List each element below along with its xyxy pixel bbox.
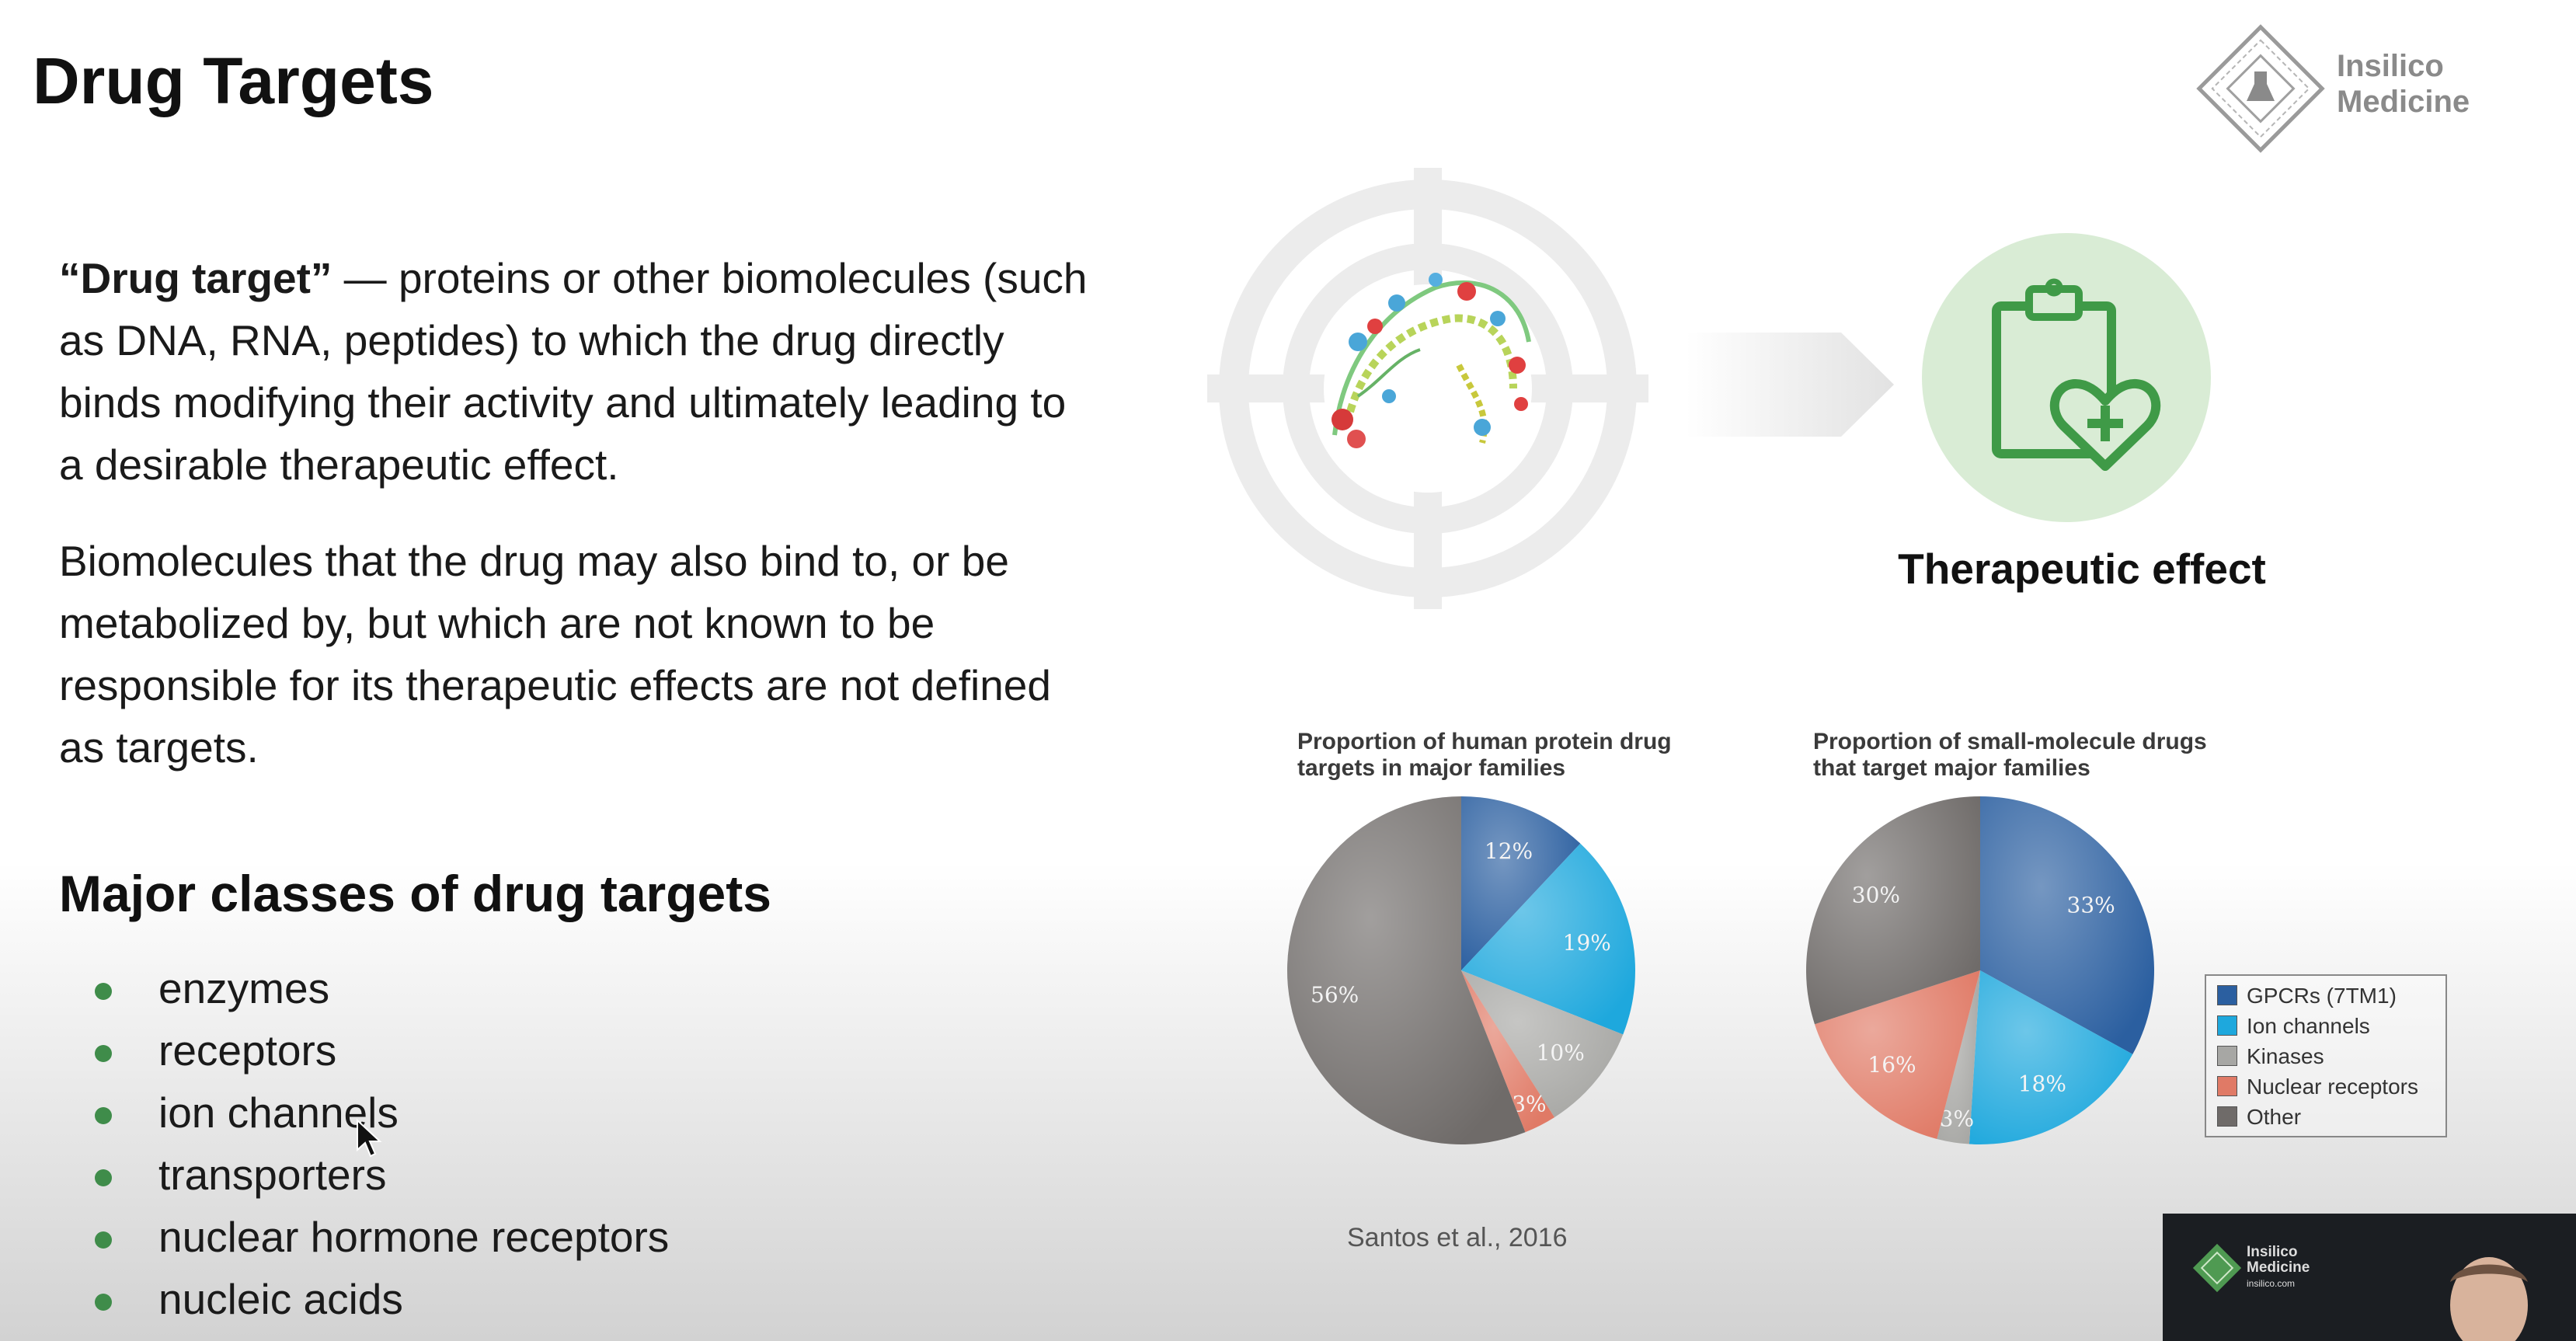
list-item-label: nucleic acids [158, 1275, 403, 1323]
presenter-video-thumbnail[interactable]: Insilico Medicine insilico.com [2163, 1214, 2576, 1341]
chart-title: Proportion of small-molecule drugs that … [1813, 729, 2207, 781]
presenter-avatar [2450, 1257, 2528, 1341]
definition-term: “Drug target” [59, 254, 332, 302]
definition-paragraph: “Drug target” — proteins or other biomol… [59, 247, 1092, 496]
slice-kinases-shading [1461, 970, 1624, 1118]
slice-label: 18% [2018, 1071, 2066, 1096]
slice-label: 33% [2067, 893, 2115, 918]
definition-text: — proteins or other biomolecules (such a… [59, 254, 1088, 489]
list-item: transporters [59, 1144, 669, 1206]
slice-other-shading [1287, 796, 1526, 1144]
bullet-dot-icon [95, 1169, 112, 1186]
clipboard-heart-icon [1922, 233, 2211, 522]
slice-label: 10% [1537, 1040, 1585, 1066]
bullet-dot-icon [95, 983, 112, 1000]
legend-item: Other [2217, 1102, 2301, 1133]
slice-label: 3% [1512, 1092, 1546, 1117]
slide-title: Drug Targets [33, 44, 434, 117]
slice-ion-channels-shading [1969, 970, 2133, 1144]
legend-item: Ion channels [2217, 1011, 2370, 1042]
legend-label: Kinases [2247, 1044, 2324, 1068]
citation: Santos et al., 2016 [1347, 1223, 1568, 1252]
slice-nuclear-receptors-shading [1461, 970, 1555, 1133]
mouse-pointer-icon [357, 1119, 382, 1158]
slice-gpcrs-shading [1980, 796, 2154, 1054]
legend-swatch [2217, 985, 2237, 1005]
bullet-dot-icon [95, 1231, 112, 1249]
list-item-label: receptors [158, 1026, 337, 1075]
logo-line: Insilico [2337, 49, 2444, 83]
pie-chart-drugs: 33% 18% 3% 16% 30% [1806, 796, 2154, 1144]
slice-ion-channels-shading [1461, 843, 1635, 1035]
slice-kinases-shading [1937, 970, 1980, 1144]
list-item: receptors [59, 1019, 669, 1082]
crosshair-target-icon [1207, 168, 1648, 609]
slice-label: 19% [1563, 930, 1611, 956]
list-item-label: nuclear hormone receptors [158, 1213, 670, 1261]
list-item: nucleic acids [59, 1268, 669, 1330]
protein-structure [1332, 273, 1531, 448]
slice-label: 16% [1868, 1052, 1916, 1078]
classes-heading: Major classes of drug targets [59, 865, 771, 922]
bullet-dot-icon [95, 1294, 112, 1311]
legend-label: Nuclear receptors [2247, 1075, 2418, 1099]
slice-label: 3% [1940, 1106, 1974, 1131]
thumb-line: Insilico [2247, 1244, 2298, 1260]
legend-item: GPCRs (7TM1) [2217, 980, 2397, 1012]
chart-legend: GPCRs (7TM1) Ion channels Kinases Nuclea… [2205, 974, 2447, 1137]
legend-item: Kinases [2217, 1041, 2324, 1072]
classes-list: enzymes receptors ion channels transport… [59, 957, 669, 1330]
slice-nuclear-receptors-shading [1814, 970, 1980, 1139]
right-arrow-icon [1686, 333, 1894, 437]
thumb-line: Medicine [2247, 1259, 2310, 1276]
logo-line: Medicine [2337, 85, 2470, 119]
slice-gpcrs-shading [1461, 796, 1581, 970]
therapeutic-effect-label: Therapeutic effect [1898, 545, 2266, 593]
thumbnail-logo-text: Insilico Medicine insilico.com [2247, 1245, 2310, 1291]
legend-swatch [2217, 1046, 2237, 1066]
slice-label: 56% [1311, 982, 1359, 1008]
non-target-paragraph: Biomolecules that the drug may also bind… [59, 537, 1051, 772]
legend-label: Ion channels [2247, 1014, 2370, 1038]
list-item-label: transporters [158, 1151, 387, 1199]
bullet-dot-icon [95, 1107, 112, 1124]
legend-label: Other [2247, 1105, 2302, 1129]
legend-item: Nuclear receptors [2217, 1071, 2418, 1102]
list-item: nuclear hormone receptors [59, 1206, 669, 1268]
thumbnail-logo-icon [2192, 1243, 2242, 1293]
pie-chart-targets: 12% 19% 10% 3% 56% [1287, 796, 1635, 1144]
slice-label: 12% [1485, 838, 1533, 864]
bullet-dot-icon [95, 1045, 112, 1062]
list-item: ion channels [59, 1082, 669, 1144]
list-item: enzymes [59, 957, 669, 1019]
chart-title: Proportion of human protein drug targets… [1297, 729, 1672, 781]
thumb-line: insilico.com [2247, 1278, 2296, 1289]
legend-swatch [2217, 1106, 2237, 1127]
legend-label: GPCRs (7TM1) [2247, 984, 2397, 1008]
slice-other-shading [1806, 796, 1980, 1025]
slice-label: 30% [1852, 883, 1900, 908]
logo-wordmark: Insilico Medicine [2337, 48, 2470, 120]
legend-swatch [2217, 1015, 2237, 1036]
insilico-diamond-logo-icon [2196, 24, 2325, 153]
list-item-label: enzymes [158, 964, 330, 1012]
legend-swatch [2217, 1076, 2237, 1096]
